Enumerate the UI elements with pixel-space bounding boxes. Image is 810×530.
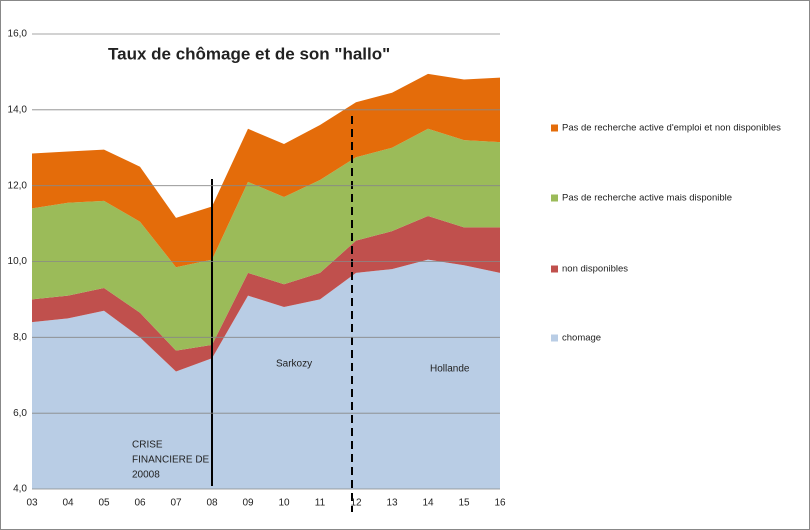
annotation: 20008	[132, 470, 160, 481]
x-tick-label: 07	[170, 498, 182, 509]
x-tick-label: 15	[458, 498, 470, 509]
annotation: Hollande	[430, 364, 470, 375]
annotation: Sarkozy	[276, 359, 312, 370]
x-tick-label: 05	[98, 498, 110, 509]
area	[32, 259, 500, 489]
legend-label: chomage	[562, 333, 601, 344]
x-tick-label: 03	[26, 498, 38, 509]
x-tick-label: 08	[206, 498, 218, 509]
legend-label: Pas de recherche active d'emploi et non …	[562, 123, 781, 134]
legend-swatch	[551, 334, 558, 342]
annotation: CRISE	[132, 440, 163, 451]
y-tick-label: 14,0	[8, 104, 28, 115]
x-tick-label: 12	[350, 498, 362, 509]
x-tick-label: 09	[242, 498, 254, 509]
y-tick-label: 8,0	[13, 332, 27, 343]
plot	[32, 73, 500, 489]
chart-title: Taux de chômage et de son "hallo"	[108, 44, 390, 63]
area	[32, 216, 500, 372]
x-tick-label: 04	[62, 498, 74, 509]
x-tick-label: 13	[386, 498, 398, 509]
legend-label: non disponibles	[562, 264, 628, 275]
x-tick-label: 14	[422, 498, 434, 509]
y-tick-label: 4,0	[13, 484, 27, 495]
x-tick-label: 11	[315, 498, 326, 509]
y-tick-label: 12,0	[8, 180, 28, 191]
y-tick-label: 6,0	[13, 408, 27, 419]
area	[32, 73, 500, 268]
x-tick-label: 16	[494, 498, 506, 509]
y-tick-label: 16,0	[8, 29, 28, 40]
area	[32, 128, 500, 351]
annotation: FINANCIERE DE	[132, 455, 210, 466]
x-tick-label: 10	[278, 498, 290, 509]
y-tick-label: 10,0	[8, 256, 28, 267]
x-tick-label: 06	[134, 498, 146, 509]
legend-swatch	[551, 194, 558, 202]
legend-swatch	[551, 265, 558, 273]
legend-swatch	[551, 124, 558, 132]
legend-label: Pas de recherche active mais disponible	[562, 193, 732, 204]
